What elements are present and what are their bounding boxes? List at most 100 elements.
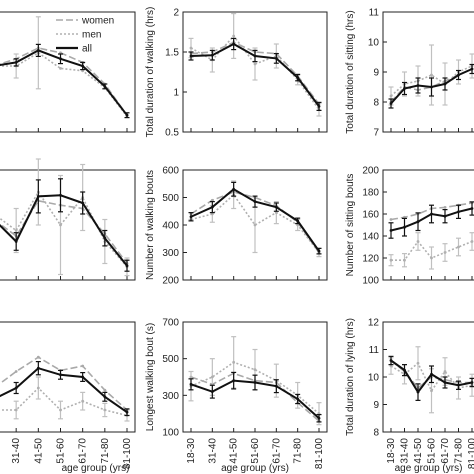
x-tick-label: 81-100 — [122, 438, 133, 470]
data-point — [36, 49, 40, 52]
y-tick-label: 400 — [162, 221, 179, 232]
plot-frame — [382, 169, 474, 281]
data-point — [81, 364, 85, 368]
data-point — [125, 264, 129, 268]
x-tick-label: 61-70 — [271, 438, 282, 464]
data-point — [416, 390, 420, 394]
data-point — [103, 408, 107, 412]
data-point — [232, 42, 236, 46]
data-point — [296, 397, 300, 401]
y-tick-label: 10 — [368, 38, 380, 49]
data-point — [210, 53, 214, 57]
series-line-women — [0, 47, 128, 116]
plot-frame — [0, 321, 136, 433]
data-point — [317, 416, 321, 420]
chart-panel-4 — [0, 158, 136, 281]
y-tick-label: 160 — [362, 210, 379, 221]
series-women — [0, 46, 129, 117]
y-axis-label: Total duration of sitting (hrs) — [345, 10, 356, 133]
y-tick-label: 600 — [162, 166, 179, 177]
data-point — [274, 384, 278, 388]
data-point — [457, 245, 460, 249]
x-tick-label: 18-30 — [186, 438, 197, 464]
y-tick-label: 100 — [362, 276, 379, 287]
series-line-men — [0, 386, 128, 417]
series-all — [388, 355, 474, 401]
data-point — [232, 360, 236, 364]
data-point — [210, 205, 214, 209]
series-line-men — [0, 190, 128, 268]
data-point — [253, 62, 257, 66]
data-point — [210, 375, 214, 379]
data-point — [457, 383, 460, 387]
y-tick-label: 140 — [362, 232, 379, 243]
data-point — [232, 187, 236, 191]
data-point — [81, 64, 85, 68]
series-men — [388, 232, 474, 270]
y-tick-label: 500 — [162, 193, 179, 204]
x-tick-label: 18-30 — [386, 438, 397, 464]
x-tick-label: 51-60 — [250, 438, 261, 464]
data-point — [232, 379, 236, 383]
data-point — [296, 76, 300, 79]
data-point — [14, 408, 18, 412]
data-point — [81, 375, 85, 379]
plot-frame — [382, 11, 474, 133]
plot-frame — [0, 11, 136, 133]
x-tick-label: 31-40 — [207, 438, 218, 464]
data-point — [443, 214, 447, 218]
series-all — [0, 178, 130, 272]
data-point — [296, 219, 300, 223]
data-point — [317, 105, 321, 108]
data-point — [416, 361, 420, 365]
y-tick-label: 9 — [373, 68, 379, 79]
y-tick-label: 0.5 — [165, 128, 179, 139]
series-women — [0, 355, 129, 412]
series-line-men — [0, 51, 128, 117]
data-point — [103, 395, 107, 399]
chart-panel-7: 18-3031-4041-5051-6061-7071-8081-100age … — [0, 321, 136, 474]
y-tick-label: 100 — [162, 428, 179, 439]
data-point — [470, 207, 474, 210]
data-point — [59, 67, 62, 70]
data-point — [430, 73, 433, 77]
series-women — [0, 199, 129, 265]
y-axis-label: Number of walking bouts — [145, 170, 156, 280]
y-tick-label: 180 — [362, 188, 379, 199]
data-point — [443, 370, 447, 373]
data-point — [416, 84, 420, 87]
y-axis-label: Total duration of walking (hrs) — [145, 7, 156, 138]
y-axis-label: Number of sitting bouts — [345, 174, 356, 277]
data-point — [189, 46, 193, 50]
data-point — [457, 73, 460, 77]
data-point — [59, 373, 62, 377]
y-axis-label: Longest walking bout (s) — [145, 323, 156, 431]
series-all — [188, 371, 322, 423]
y-tick-label: 8 — [373, 428, 379, 439]
x-axis-label: age group (yrs) — [221, 463, 289, 474]
data-point — [103, 388, 107, 392]
series-all — [388, 201, 474, 239]
data-point — [274, 205, 278, 209]
data-point — [274, 57, 278, 60]
series-men — [0, 158, 130, 277]
data-point — [59, 57, 62, 61]
data-point — [416, 240, 420, 243]
x-tick-label: 51-60 — [427, 438, 438, 464]
y-tick-label: 200 — [162, 276, 179, 287]
chart-panel-1 — [0, 11, 136, 133]
data-point — [14, 386, 18, 390]
x-tick-label: 71-80 — [293, 438, 304, 464]
x-tick-label: 51-60 — [56, 438, 67, 464]
data-point — [36, 366, 40, 370]
y-tick-label: 9 — [373, 400, 379, 411]
data-point — [253, 223, 257, 227]
chart-panel-6: 100 120 140 160 180 200 Number of sitting bout… — [345, 166, 474, 287]
plot-frame — [0, 169, 136, 281]
y-tick-label: 8 — [373, 98, 379, 109]
data-point — [274, 211, 278, 215]
data-point — [253, 368, 257, 372]
chart-panel-5: 200 300 400 500 600 Number of walking bouts — [145, 166, 328, 287]
data-point — [430, 85, 433, 89]
x-tick-label: 81-100 — [467, 438, 474, 470]
